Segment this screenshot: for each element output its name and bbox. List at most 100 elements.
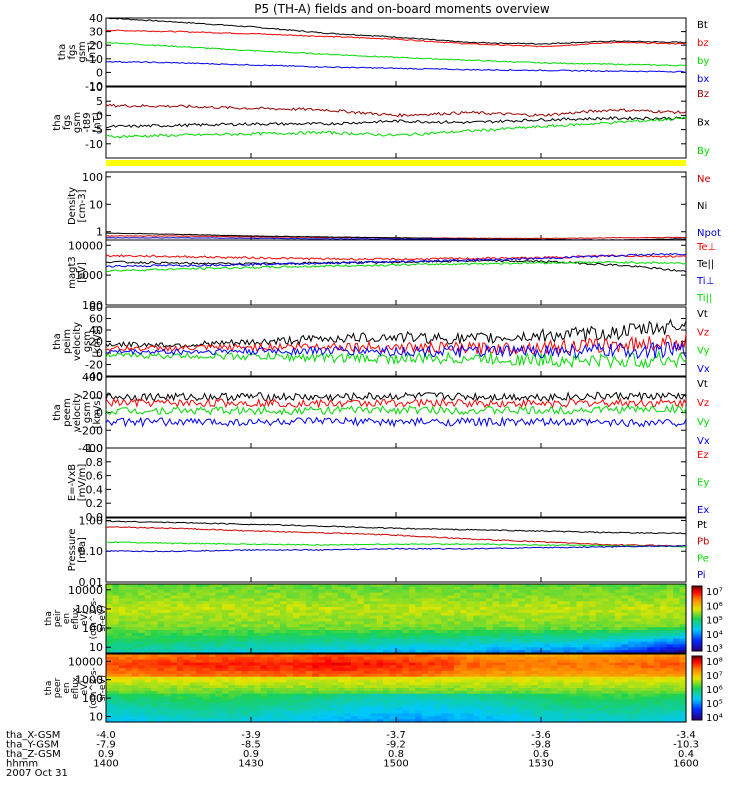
spectrogram-cell <box>125 656 133 661</box>
spectrogram-cell <box>524 635 532 640</box>
spectrogram-cell <box>679 647 687 651</box>
spectrogram-cell <box>183 707 191 712</box>
spectrogram-cell <box>138 685 146 689</box>
spectrogram-cell <box>640 647 648 651</box>
spectrogram-cell <box>660 668 668 672</box>
spectrogram-cell <box>441 668 449 672</box>
spectrogram-cell <box>460 589 468 594</box>
spectrogram-cell <box>176 696 184 700</box>
spectrogram-cell <box>660 699 668 703</box>
spectrogram-cell <box>273 662 281 666</box>
spectrogram-cell <box>563 618 571 622</box>
spectrogram-cell <box>454 656 462 661</box>
spectrogram-cell <box>518 693 526 698</box>
spectrogram-cell <box>479 673 487 678</box>
spectrogram-cell <box>318 598 326 602</box>
spectrogram-cell <box>292 665 300 669</box>
spectrogram-cell <box>640 584 648 588</box>
spectrogram-cell <box>202 601 210 605</box>
spectrogram-cell <box>112 589 120 594</box>
y-tick-label: 0.6 <box>86 470 104 483</box>
spectrogram-cell <box>660 615 668 620</box>
spectrogram-cell <box>563 699 571 703</box>
spectrogram-cell <box>634 632 642 637</box>
spectrogram-cell <box>196 702 204 706</box>
spectrogram-cell <box>666 679 674 683</box>
spectrogram-cell <box>673 676 681 681</box>
spectrogram-cell <box>383 719 391 723</box>
spectrogram-cell <box>138 612 146 617</box>
spectrogram-cell <box>189 595 197 599</box>
spectrogram-cell <box>228 665 236 669</box>
series-line-Vz <box>105 333 687 355</box>
spectrogram-cell <box>653 601 661 605</box>
spectrogram-cell <box>228 659 236 664</box>
spectrogram-cell <box>118 707 126 712</box>
spectrogram-cell <box>428 662 436 666</box>
colorbar-cell <box>692 639 702 642</box>
spectrogram-cell <box>183 612 191 617</box>
spectrogram-cell <box>363 635 371 640</box>
spectrogram-cell <box>273 598 281 602</box>
spectrogram-cell <box>164 650 172 654</box>
spectrogram-cell <box>202 615 210 620</box>
spectrogram-cell <box>679 598 687 602</box>
spectrogram-cell <box>537 598 545 602</box>
spectrogram-cell <box>247 609 255 614</box>
spectrogram-cell <box>537 707 545 712</box>
spectrogram-cell <box>634 644 642 648</box>
spectrogram-cell <box>550 609 558 614</box>
spectrogram-cell <box>176 586 184 591</box>
spectrogram-cell <box>653 641 661 645</box>
spectrogram-cell <box>305 676 313 681</box>
spectrogram-cell <box>621 627 629 631</box>
spectrogram-cell <box>653 676 661 681</box>
spectrogram-cell <box>557 612 565 617</box>
spectrogram-cell <box>589 624 597 628</box>
spectrogram-cell <box>679 668 687 672</box>
spectrogram-cell <box>441 693 449 698</box>
spectrogram-cell <box>608 638 616 643</box>
spectrogram-cell <box>318 641 326 645</box>
spectrogram-cell <box>396 624 404 628</box>
spectrogram-cell <box>628 607 636 611</box>
y-axis-label-line: eV/ <box>80 610 90 626</box>
spectrogram-cell <box>138 713 146 717</box>
spectrogram-cell <box>241 713 249 717</box>
spectrogram-cell <box>196 621 204 625</box>
spectrogram-cell <box>396 589 404 594</box>
spectrogram-cell <box>234 713 242 717</box>
spectrogram-cell <box>325 632 333 637</box>
orbit-value: 0.6 <box>533 749 549 760</box>
spectrogram-cell <box>170 644 178 648</box>
spectrogram-cell <box>389 632 397 637</box>
spectrogram-cell <box>138 630 146 634</box>
spectrogram-cell <box>479 624 487 628</box>
spectrogram-cell <box>396 679 404 683</box>
spectrogram-cell <box>524 584 532 588</box>
spectrogram-cell <box>164 598 172 602</box>
spectrogram-cell <box>357 696 365 700</box>
spectrogram-cell <box>376 624 384 628</box>
spectrogram-cell <box>679 618 687 622</box>
spectrogram-cell <box>247 589 255 594</box>
spectrogram-cell <box>383 595 391 599</box>
spectrogram-cell <box>537 632 545 637</box>
spectrogram-cell <box>544 654 552 658</box>
spectrogram-cell <box>479 604 487 608</box>
colorbar-cell <box>692 699 702 702</box>
spectrogram-cell <box>273 607 281 611</box>
spectrogram-cell <box>131 673 139 678</box>
spectrogram-cell <box>241 688 249 692</box>
spectrogram-cell <box>434 615 442 620</box>
spectrogram-cell <box>647 638 655 643</box>
spectrogram-cell <box>331 716 339 720</box>
spectrogram-cell <box>176 668 184 672</box>
spectrogram-cell <box>428 685 436 689</box>
spectrogram-cell <box>473 601 481 605</box>
spectrogram-cell <box>570 601 578 605</box>
spectrogram-cell <box>582 688 590 692</box>
spectrogram-cell <box>673 589 681 594</box>
series-line-Vy <box>105 349 687 370</box>
